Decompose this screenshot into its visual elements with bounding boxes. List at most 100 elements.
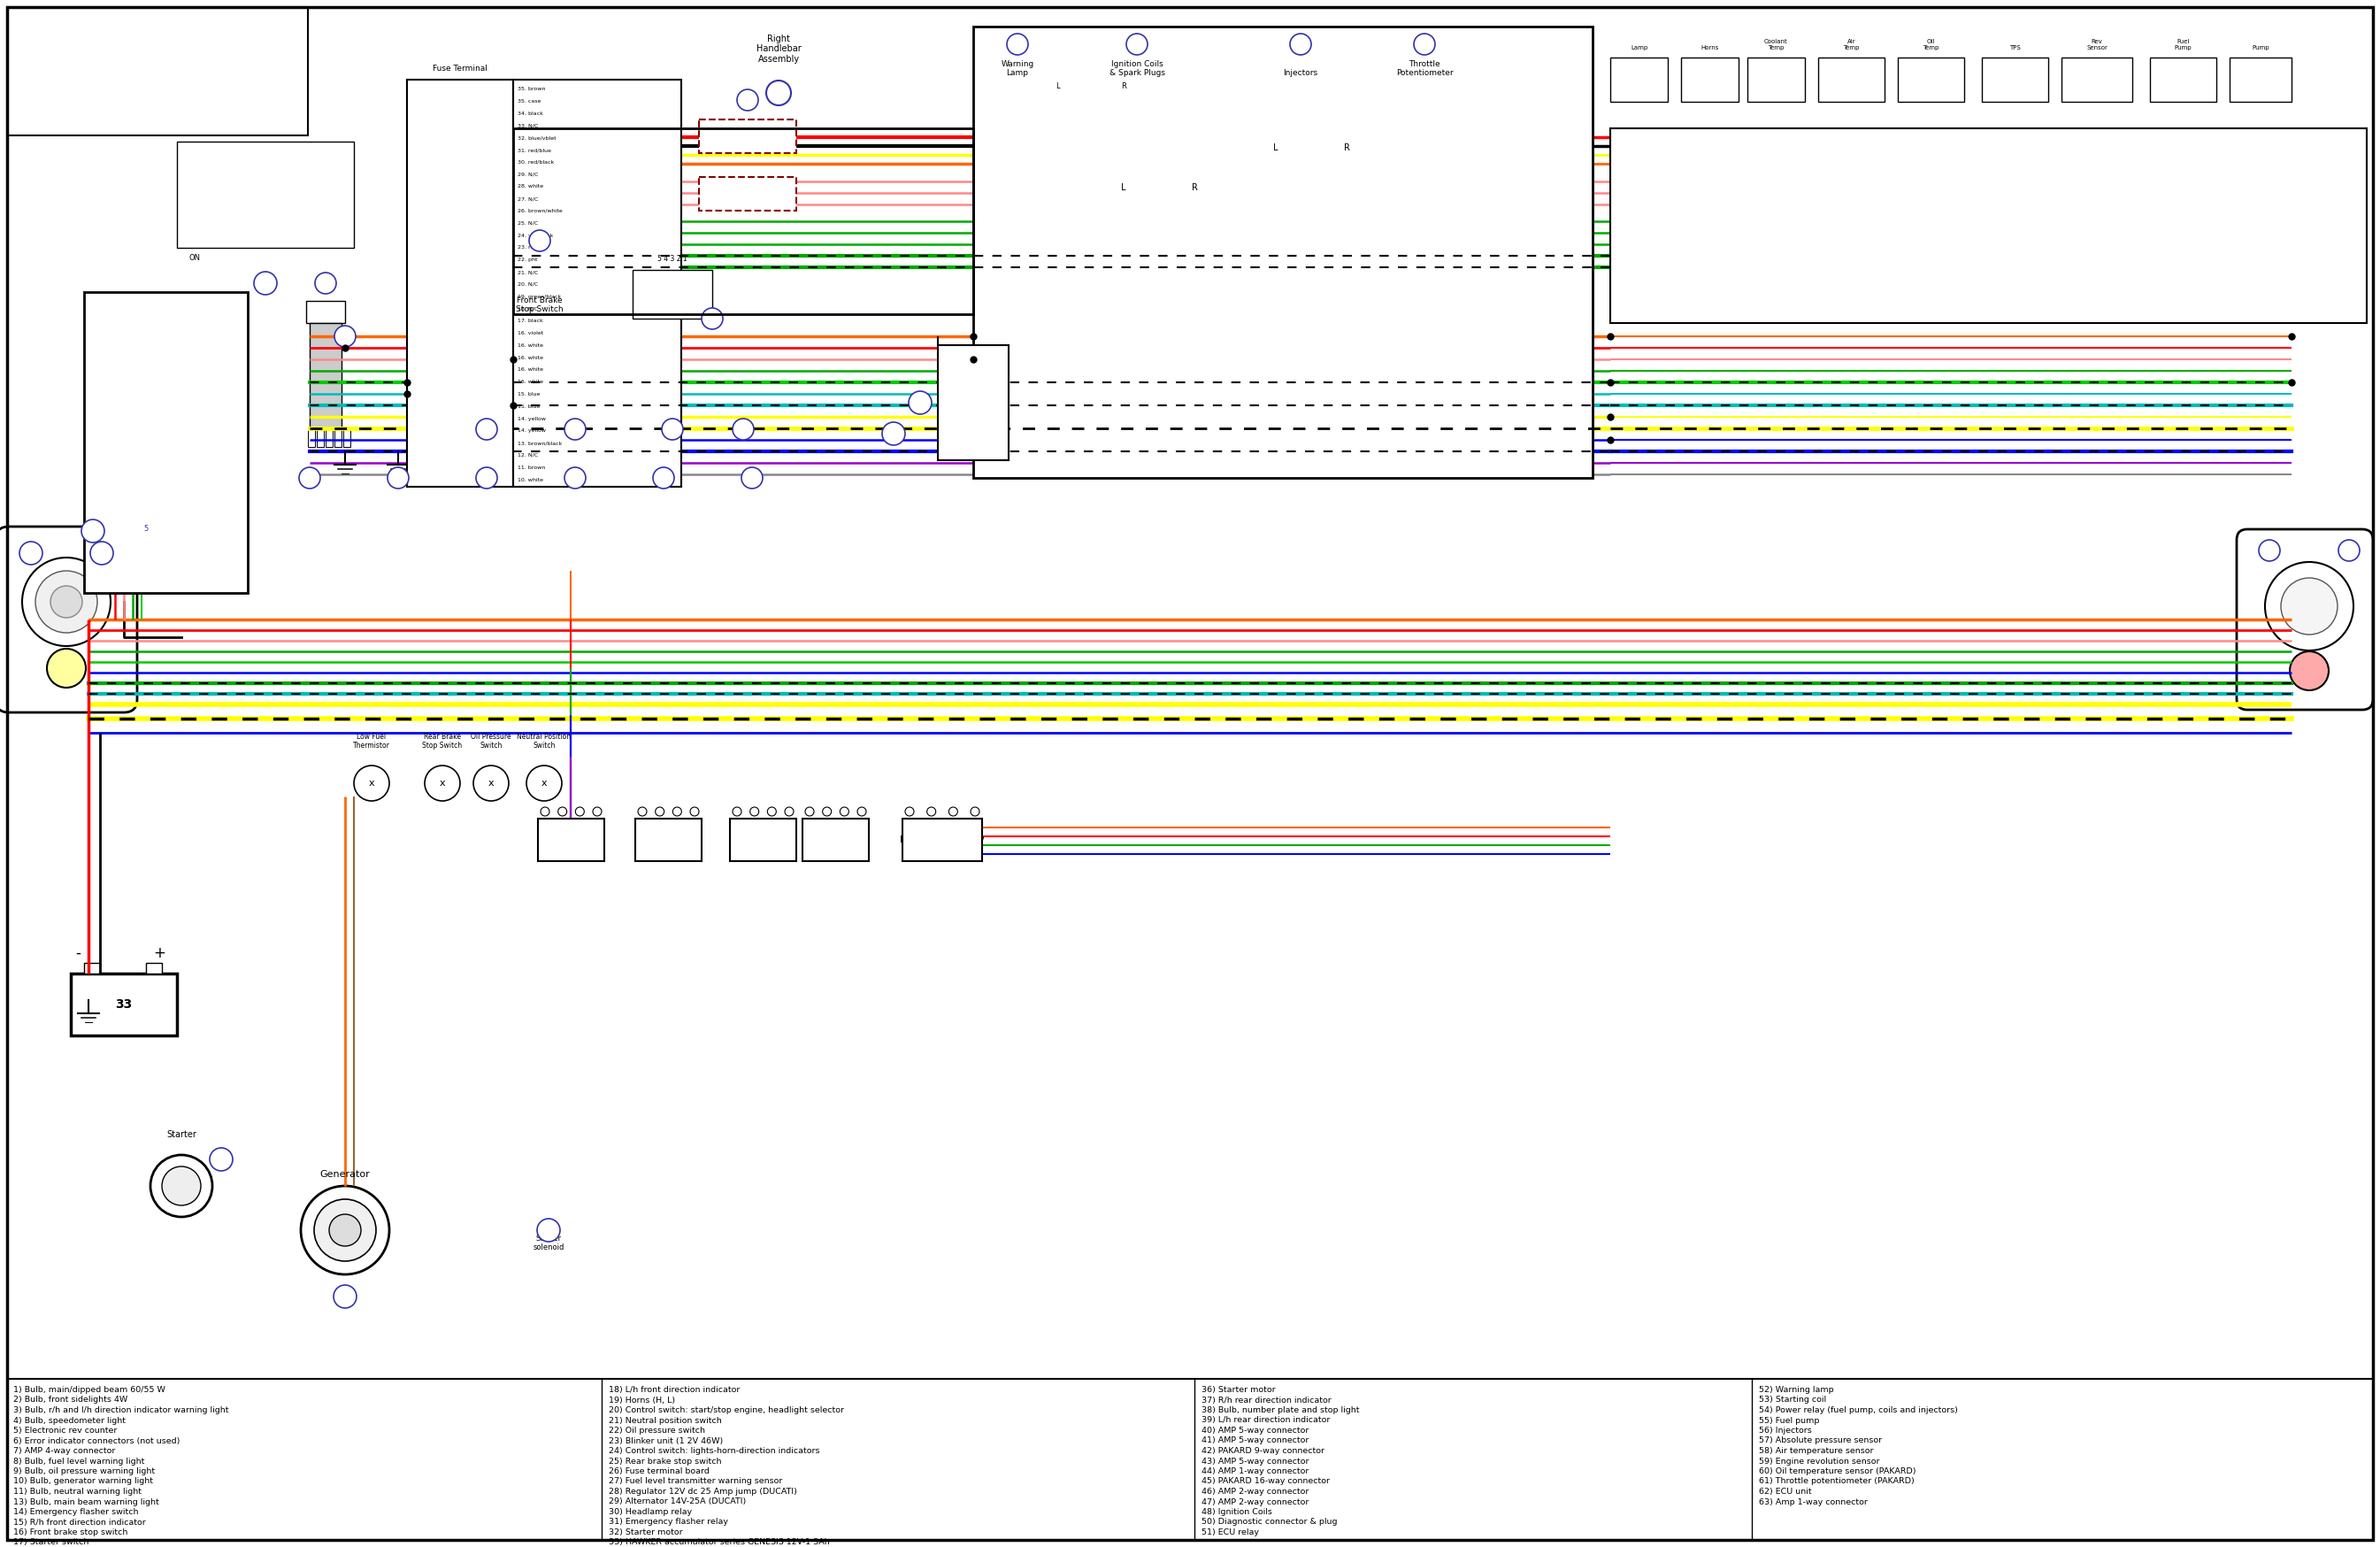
Text: ECU Relay: ECU Relay [545,835,597,845]
Bar [1114,97,1133,169]
Bar [307,302,345,323]
Text: ON: ON [188,254,200,263]
Circle shape [121,470,171,520]
Text: 40: 40 [305,473,314,481]
Text: 23) Blinker unit (1 2V 46W): 23) Blinker unit (1 2V 46W) [609,1437,724,1445]
Text: Fuel
Pump: Fuel Pump [2175,39,2192,51]
Text: 26. brown/white: 26. brown/white [516,209,562,213]
Text: 39: 39 [2266,546,2273,554]
Text: 53) Starting coil: 53) Starting coil [1759,1395,1825,1405]
Circle shape [1126,34,1147,54]
Text: 18: 18 [502,135,509,139]
Circle shape [655,808,664,815]
Bar [1983,57,2049,102]
Text: 43) AMP 5-way connector: 43) AMP 5-way connector [1202,1457,1309,1465]
Circle shape [159,382,176,398]
Bar [1611,128,2366,323]
Text: 2.  ELECTRONIC BOX: 2. ELECTRONIC BOX [1621,155,1735,167]
Text: 1996 Sport 1100i: 1996 Sport 1100i [74,15,240,34]
Circle shape [538,1219,559,1242]
Text: Headlamp Relay: Headlamp Relay [900,835,985,845]
Text: 15. blue: 15. blue [516,391,540,396]
Text: 22) Oil pressure switch: 22) Oil pressure switch [609,1426,704,1434]
Text: 21. N/C: 21. N/C [516,269,538,274]
Text: Starter: Starter [167,1131,198,1139]
Text: YELLOW
(4): YELLOW (4) [290,147,312,156]
Circle shape [424,766,459,801]
Bar [2149,57,2216,102]
Circle shape [159,311,176,326]
Bar [414,285,507,299]
Text: 24. yel/black: 24. yel/black [516,234,552,238]
Bar [1747,57,1804,102]
Circle shape [121,452,136,469]
Bar [514,128,973,314]
Circle shape [90,541,114,565]
Circle shape [2280,579,2337,634]
Text: 16. white: 16. white [516,343,543,348]
Bar [414,459,507,475]
Bar [2230,57,2292,102]
Text: 10) Bulb, generator warning light: 10) Bulb, generator warning light [14,1477,152,1485]
Circle shape [129,347,145,362]
Circle shape [638,808,647,815]
Text: 17: 17 [502,153,509,158]
Text: 3) Bulb, r/h and l/h direction indicator warning light: 3) Bulb, r/h and l/h direction indicator… [14,1406,228,1414]
Text: 14) Emergency flasher switch: 14) Emergency flasher switch [14,1508,138,1516]
Text: L: L [1273,144,1278,152]
Text: 10: 10 [502,289,509,294]
Text: Generator: Generator [319,1170,371,1179]
Circle shape [150,1156,212,1217]
Bar [538,818,605,862]
Text: 29. N/C: 29. N/C [516,172,538,176]
Text: 30. red/black: 30. red/black [516,159,555,164]
Text: Throttle
Potentiometer: Throttle Potentiometer [1397,60,1454,77]
Text: 47) AMP 2-way connector: 47) AMP 2-way connector [1202,1497,1309,1505]
Text: Fuse Terminal: Fuse Terminal [433,65,488,73]
Text: (52): (52) [1009,37,1026,46]
Circle shape [540,808,550,815]
Text: 32. blue/vblet: 32. blue/vblet [516,136,557,141]
Circle shape [333,1286,357,1309]
Circle shape [564,419,585,439]
Circle shape [129,311,145,326]
Bar [414,130,507,144]
Circle shape [766,808,776,815]
Text: 45: 45 [571,473,578,481]
Text: LOCK: LOCK [186,212,205,220]
Text: TPS: TPS [2009,45,2021,51]
Text: 2: 2 [100,549,105,557]
Text: x: x [540,778,547,787]
Text: 39) L/h rear direction indicator: 39) L/h rear direction indicator [1202,1417,1330,1425]
Bar [1169,204,1221,309]
Bar [414,110,507,124]
Text: ECU
Unit: ECU Unit [962,393,985,412]
Text: 4: 4 [507,407,509,412]
Text: 3.  EMERGENCY FLASHERS: 3. EMERGENCY FLASHERS [1621,176,1759,187]
Text: 33) HAWKER accumulator series GENESIS 12V-1 3Ah: 33) HAWKER accumulator series GENESIS 12… [609,1539,831,1547]
Bar [414,364,507,377]
Text: x: x [488,778,495,787]
Circle shape [355,766,390,801]
Text: 23. red/yel: 23. red/yel [516,246,547,251]
Text: 5) Electronic rev counter: 5) Electronic rev counter [14,1426,117,1434]
Text: 42) PAKARD 9-way connector: 42) PAKARD 9-way connector [1202,1446,1326,1456]
Bar [1897,57,1964,102]
Bar [1261,159,1292,274]
Text: 5: 5 [143,524,148,532]
Text: 6: 6 [507,368,509,373]
Circle shape [1490,243,1552,305]
Text: 62: 62 [916,399,926,407]
Text: 6) Error indicator connectors (not used): 6) Error indicator connectors (not used) [14,1437,181,1445]
Circle shape [804,808,814,815]
Bar [1611,57,1668,102]
Text: Drawing is sized to print as: Drawing is sized to print as [95,108,221,118]
Text: 30) Headlamp relay: 30) Headlamp relay [609,1508,693,1516]
Text: Air
Temp: Air Temp [1842,39,1859,51]
Text: Pump: Pump [2251,76,2271,84]
Text: 52) Warning lamp: 52) Warning lamp [1759,1386,1833,1394]
Bar [973,26,1592,478]
Text: R: R [1192,183,1197,192]
Bar [514,79,681,487]
Circle shape [666,289,676,300]
